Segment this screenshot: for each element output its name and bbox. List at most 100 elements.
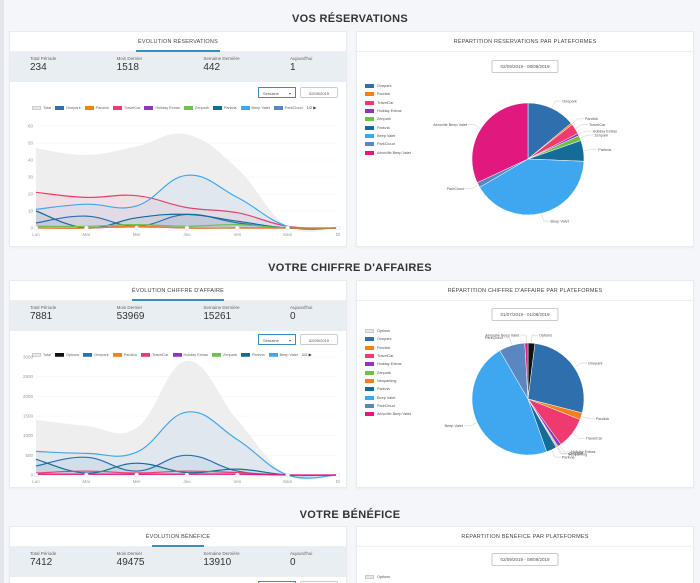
legend-item[interactable]: Options: [365, 573, 390, 581]
tab-underline: [132, 299, 224, 301]
date-input[interactable]: 02/09/2019: [300, 334, 338, 345]
period-select[interactable]: [258, 581, 296, 583]
pie-date-range[interactable]: 01/07/2019 - 01/08/2019: [491, 308, 559, 321]
stat-label: Semaine Dernière: [203, 56, 240, 61]
stat-value: 0: [290, 557, 296, 568]
pie-label-options: Options: [539, 333, 552, 337]
pie-slice-beep-valet[interactable]: [471, 350, 547, 456]
legend-item-parkcloud[interactable]: ParkCloud: [365, 402, 411, 410]
legend-item-zenpark[interactable]: Zenpark: [365, 368, 411, 376]
legend-item-parkvia[interactable]: Parkvia: [212, 105, 237, 110]
legend-label: Holiday Extras: [155, 105, 180, 110]
legend-item-holiday-extras[interactable]: Holiday Extras: [365, 360, 411, 368]
legend-item-parkcloud[interactable]: ParkCloud: [273, 105, 303, 110]
legend-label: TravelCar: [152, 352, 169, 357]
legend-label: Aéroville Beep Valet: [377, 412, 411, 417]
x-tick-label: Mar: [82, 232, 90, 237]
legend-pager[interactable]: 1/2 ▶: [301, 352, 312, 357]
legend-item-beep-valet[interactable]: Beep Valet: [240, 105, 270, 110]
legend-swatch: [365, 329, 374, 334]
pie-slice-aeroville-beep-valet[interactable]: [524, 342, 529, 400]
pie-label-leader: [465, 185, 478, 189]
chart-legend: Total Options Onepark Parclick TravelCar Holi…: [32, 352, 312, 357]
legend-label: Zenpark: [194, 105, 209, 110]
date-input[interactable]: [300, 581, 338, 583]
legend-item-beep-valet[interactable]: Beep Valet: [365, 132, 411, 140]
series-line-travelcar: [35, 191, 339, 229]
legend-item-zenpark[interactable]: Zenpark: [212, 352, 237, 357]
series-area-parkvia: [36, 459, 338, 476]
legend-item-options[interactable]: Options: [365, 327, 411, 335]
legend-swatch: [365, 395, 374, 400]
stat-label: Semaine Dernière: [203, 551, 240, 556]
legend-item-zenpark[interactable]: Zenpark: [365, 115, 411, 123]
legend-label: Parkvia: [251, 352, 265, 357]
legend-item-travelcar[interactable]: TravelCar: [141, 352, 169, 357]
legend-label: Onepark: [94, 352, 109, 357]
legend-item-options[interactable]: Options: [55, 352, 79, 357]
stats-bar: Total Période 234 Mois Dernier 1518 Semain…: [10, 52, 346, 82]
legend-item-parclick[interactable]: Parclick: [365, 344, 411, 352]
legend-swatch: [183, 105, 193, 110]
legend-swatch: [365, 84, 374, 89]
legend-label: Beep Valet: [377, 133, 396, 138]
legend-item-holiday-extras[interactable]: Holiday Extras: [172, 352, 209, 357]
legend-label: Total: [43, 105, 52, 110]
legend-label: Parclick: [377, 92, 391, 97]
pie-label-leader: [575, 124, 588, 129]
legend-item-parclick[interactable]: Parclick: [112, 352, 137, 357]
legend-item-beep-valet[interactable]: Beep Valet: [268, 352, 298, 357]
legend-item-onepark[interactable]: Onepark: [365, 82, 411, 90]
legend-item-parclick[interactable]: Parclick: [84, 105, 109, 110]
series-area-zenpark: [36, 224, 338, 229]
legend-label: Holiday Extras: [183, 352, 209, 357]
pie-date-range[interactable]: 02/09/2019 - 08/09/2019: [491, 60, 559, 73]
pie-date-range[interactable]: 02/09/2019 - 08/09/2019: [491, 553, 559, 566]
pie-slice-beep-valet[interactable]: [479, 158, 585, 216]
pie-label-aeroville-beep-valet: Aéroville Beep Valet: [485, 333, 520, 337]
x-tick-label: Lun: [32, 232, 40, 237]
pie-label-beep-valet: Beep Valet: [445, 424, 464, 428]
pie-label-leader: [579, 130, 592, 135]
legend-item-travelcar[interactable]: TravelCar: [365, 99, 411, 107]
legend-swatch: [273, 105, 283, 110]
legend-item-parclick[interactable]: Parclick: [365, 90, 411, 98]
legend-item-travelcar[interactable]: TravelCar: [112, 105, 140, 110]
y-tick-label: 10: [28, 209, 34, 214]
legend-swatch: [365, 403, 374, 408]
legend-item-parkvia[interactable]: Parkvia: [365, 123, 411, 131]
axis-point-marker: [184, 225, 190, 231]
legend-swatch: [240, 105, 250, 110]
period-select[interactable]: Semaine ▾: [258, 87, 296, 98]
legend-item-aeroville-beep-valet[interactable]: Aéroville Beep Valet: [365, 148, 411, 156]
period-select[interactable]: Semaine ▾: [258, 334, 296, 345]
legend-item-total[interactable]: Total: [32, 105, 52, 110]
legend-item-parkvia[interactable]: Parkvia: [365, 385, 411, 393]
stat-label: Aujourd'hui: [290, 551, 313, 556]
legend-item-onepark[interactable]: Onepark: [55, 105, 81, 110]
legend-item-holiday-extras[interactable]: Holiday Extras: [365, 107, 411, 115]
series-line-travelcar: [35, 470, 339, 476]
stat-total-periode: Total Période 234: [30, 56, 117, 82]
legend-item-onepark[interactable]: Onepark: [83, 352, 109, 357]
legend-item-holiday-extras[interactable]: Holiday Extras: [144, 105, 180, 110]
legend-item-onepark[interactable]: Onepark: [365, 335, 411, 343]
legend-item-parkcloud[interactable]: ParkCloud: [365, 140, 411, 148]
date-input[interactable]: 02/09/2019: [300, 87, 338, 98]
legend-label: Onepark: [377, 84, 392, 89]
legend-item-parkvia[interactable]: Parkvia: [240, 352, 265, 357]
pie-label-leader: [575, 362, 587, 368]
legend-pager[interactable]: 1/2 ▶: [306, 105, 317, 110]
series-area-total: [36, 133, 338, 232]
series-line-parkvia: [35, 210, 339, 230]
legend-item-neoparking[interactable]: Neoparking: [365, 377, 411, 385]
legend-item-travelcar[interactable]: TravelCar: [365, 352, 411, 360]
stat-mois-dernier: Mois Dernier 1518: [117, 56, 204, 82]
legend-item-beep-valet[interactable]: Beep Valet: [365, 393, 411, 401]
legend-label: ParkCloud: [284, 105, 303, 110]
legend-item-total[interactable]: Total: [32, 352, 51, 357]
legend-item-zenpark[interactable]: Zenpark: [183, 105, 209, 110]
pie-slice-aeroville-beep-valet[interactable]: [471, 102, 529, 183]
legend-item-aeroville-beep-valet[interactable]: Aéroville Beep Valet: [365, 410, 411, 418]
pie-slice-onepark[interactable]: [527, 343, 585, 414]
